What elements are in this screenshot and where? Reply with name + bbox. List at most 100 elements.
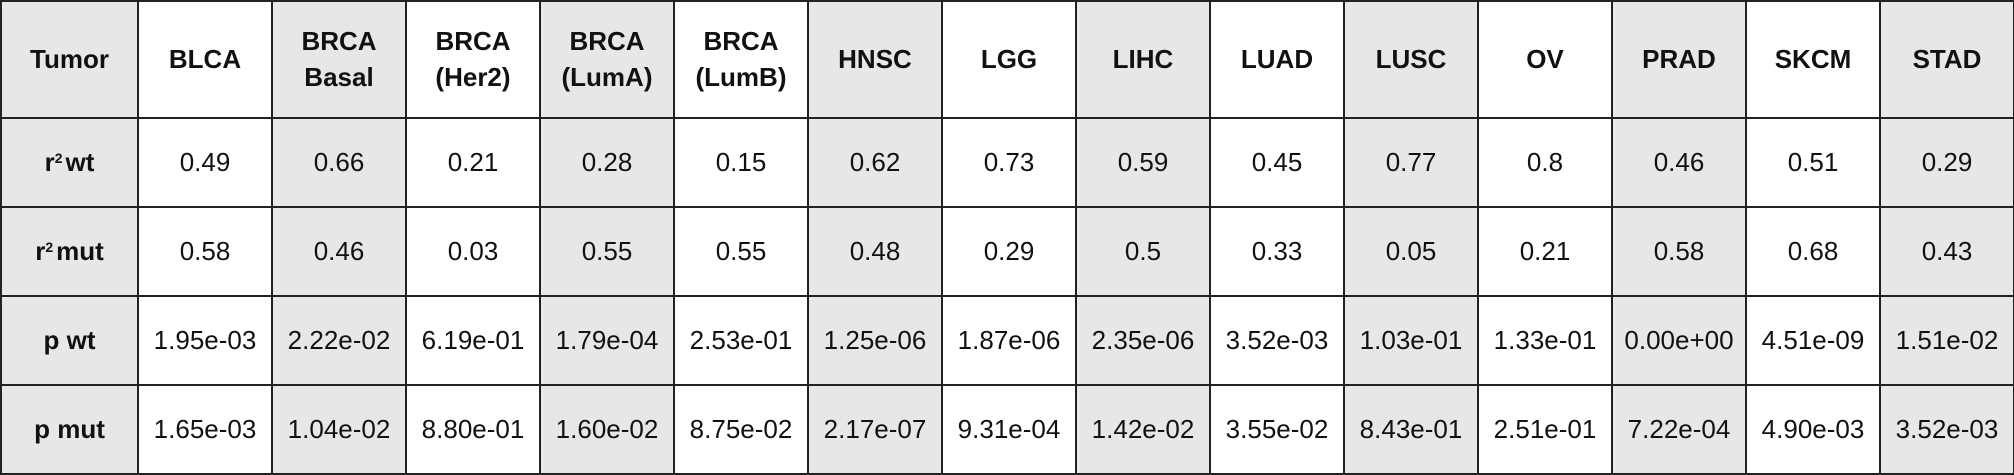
table-cell: 0.48 <box>807 206 943 297</box>
row-label-superscript: 2 <box>45 238 54 255</box>
table-cell: 1.25e-06 <box>807 295 943 386</box>
row-label: p mut <box>34 413 105 444</box>
table-cell: 1.51e-02 <box>1879 295 2014 386</box>
table-cell: 1.65e-03 <box>137 384 273 475</box>
column-header: BRCA (Her2) <box>405 0 541 119</box>
column-header: LUSC <box>1343 0 1479 119</box>
table-cell: 4.51e-09 <box>1745 295 1881 386</box>
table-cell: 1.60e-02 <box>539 384 675 475</box>
table-cell: 1.95e-03 <box>137 295 273 386</box>
column-header-line1: BRCA <box>435 26 511 57</box>
table-row: r2 mut 0.58 0.46 0.03 0.55 0.55 0.48 0.29… <box>0 206 2014 297</box>
table-cell: 0.55 <box>673 206 809 297</box>
table-row: p wt 1.95e-03 2.22e-02 6.19e-01 1.79e-04… <box>0 295 2014 386</box>
column-header: SKCM <box>1745 0 1881 119</box>
table-cell: 0.59 <box>1075 117 1211 208</box>
table-cell: 0.73 <box>941 117 1077 208</box>
column-header-line2: (LumB) <box>695 61 787 92</box>
header-row: Tumor BLCA BRCA Basal BRCA (Her2) BRCA (Lum… <box>0 0 2014 119</box>
table-cell: 7.22e-04 <box>1611 384 1747 475</box>
table-cell: 1.03e-01 <box>1343 295 1479 386</box>
column-header-line2: (Her2) <box>435 61 511 92</box>
column-header-line1: LGG <box>980 43 1038 74</box>
table-cell: 3.52e-03 <box>1209 295 1345 386</box>
table-cell: 1.42e-02 <box>1075 384 1211 475</box>
column-header-line1: SKCM <box>1774 43 1852 74</box>
column-header: STAD <box>1879 0 2014 119</box>
column-header: BRCA (LumA) <box>539 0 675 119</box>
column-header-line1: BRCA <box>703 26 779 57</box>
table-cell: 8.43e-01 <box>1343 384 1479 475</box>
row-label-cell: p mut <box>0 384 139 475</box>
table-cell: 0.68 <box>1745 206 1881 297</box>
table-cell: 0.5 <box>1075 206 1211 297</box>
row-label-cell: r2 mut <box>0 206 139 297</box>
column-header-line1: PRAD <box>1642 43 1716 74</box>
table-row: p mut 1.65e-03 1.04e-02 8.80e-01 1.60e-0… <box>0 384 2014 475</box>
table-cell: 2.35e-06 <box>1075 295 1211 386</box>
column-header: HNSC <box>807 0 943 119</box>
column-header-line1: BRCA <box>301 26 377 57</box>
table-cell: 2.53e-01 <box>673 295 809 386</box>
table-cell: 2.17e-07 <box>807 384 943 475</box>
table-cell: 0.77 <box>1343 117 1479 208</box>
table-cell: 3.52e-03 <box>1879 384 2014 475</box>
corner-label: Tumor <box>30 43 109 74</box>
table-cell: 0.03 <box>405 206 541 297</box>
table-cell: 9.31e-04 <box>941 384 1077 475</box>
table-cell: 8.80e-01 <box>405 384 541 475</box>
row-label-suffix: mut <box>56 235 104 266</box>
column-header: OV <box>1477 0 1613 119</box>
row-label-prefix: r <box>35 235 46 266</box>
column-header: LIHC <box>1075 0 1211 119</box>
table-cell: 0.55 <box>539 206 675 297</box>
table-cell: 1.33e-01 <box>1477 295 1613 386</box>
column-header: LUAD <box>1209 0 1345 119</box>
table-cell: 0.51 <box>1745 117 1881 208</box>
column-header-line1: LUAD <box>1240 43 1314 74</box>
column-header: BRCA (LumB) <box>673 0 809 119</box>
row-label-cell: r2 wt <box>0 117 139 208</box>
table-cell: 3.55e-02 <box>1209 384 1345 475</box>
table-cell: 1.04e-02 <box>271 384 407 475</box>
column-header: BLCA <box>137 0 273 119</box>
table-cell: 0.21 <box>1477 206 1613 297</box>
table-cell: 0.46 <box>1611 117 1747 208</box>
column-header: PRAD <box>1611 0 1747 119</box>
table-cell: 0.29 <box>941 206 1077 297</box>
table-cell: 0.00e+00 <box>1611 295 1747 386</box>
row-label-prefix: r <box>44 146 55 177</box>
row-label-suffix: wt <box>65 146 95 177</box>
table-cell: 6.19e-01 <box>405 295 541 386</box>
table-cell: 0.33 <box>1209 206 1345 297</box>
column-header-line2: Basal <box>304 61 374 92</box>
table-cell: 0.28 <box>539 117 675 208</box>
table-cell: 0.46 <box>271 206 407 297</box>
table-cell: 0.66 <box>271 117 407 208</box>
column-header-line1: STAD <box>1912 43 1982 74</box>
row-label-cell: p wt <box>0 295 139 386</box>
column-header: LGG <box>941 0 1077 119</box>
table-cell: 1.79e-04 <box>539 295 675 386</box>
table-cell: 2.51e-01 <box>1477 384 1613 475</box>
table-cell: 0.62 <box>807 117 943 208</box>
table-cell: 0.45 <box>1209 117 1345 208</box>
table-cell: 8.75e-02 <box>673 384 809 475</box>
table-cell: 0.49 <box>137 117 273 208</box>
table-cell: 0.15 <box>673 117 809 208</box>
column-header-line1: BLCA <box>168 43 242 74</box>
column-header-line1: LIHC <box>1112 43 1174 74</box>
table-cell: 0.43 <box>1879 206 2014 297</box>
column-header-line1: HNSC <box>838 43 912 74</box>
row-label: p wt <box>43 324 96 355</box>
table-cell: 0.21 <box>405 117 541 208</box>
table-cell: 0.8 <box>1477 117 1613 208</box>
table-cell: 0.58 <box>1611 206 1747 297</box>
column-header-line1: BRCA <box>569 26 645 57</box>
table-row: r2 wt 0.49 0.66 0.21 0.28 0.15 0.62 0.73 … <box>0 117 2014 208</box>
table-cell: 0.05 <box>1343 206 1479 297</box>
column-header-line2: (LumA) <box>561 61 653 92</box>
row-label-superscript: 2 <box>54 149 63 166</box>
table-cell: 0.29 <box>1879 117 2014 208</box>
